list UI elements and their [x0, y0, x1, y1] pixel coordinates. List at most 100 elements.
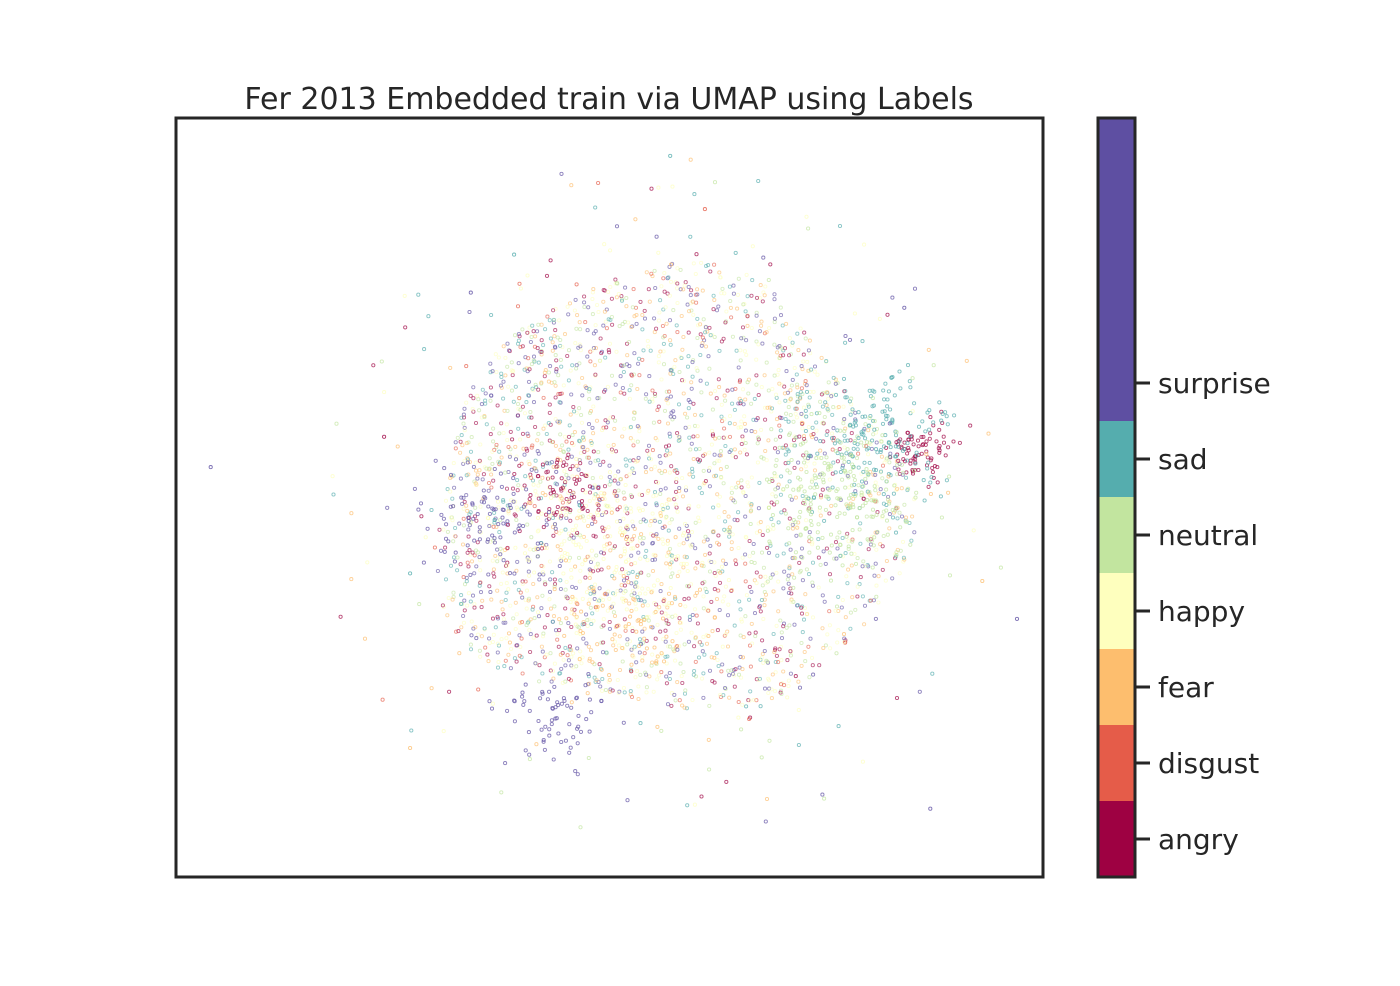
scatter-point-fear — [729, 588, 734, 593]
scatter-point-happy — [631, 654, 636, 659]
scatter-point-angry — [908, 461, 913, 466]
scatter-point-surprise — [823, 561, 828, 566]
scatter-point-angry — [568, 488, 573, 494]
scatter-point-neutral — [695, 335, 700, 341]
scatter-point-happy — [631, 546, 636, 551]
scatter-point-fear — [592, 363, 597, 368]
scatter-point-happy — [561, 383, 566, 388]
scatter-point-fear — [650, 660, 655, 665]
scatter-point-surprise — [526, 569, 531, 574]
scatter-point-neutral — [809, 522, 814, 528]
scatter-point-happy — [634, 607, 639, 612]
scatter-point-surprise — [643, 502, 648, 507]
scatter-point-happy — [580, 596, 585, 601]
scatter-point-happy — [594, 565, 599, 570]
scatter-point-sad — [732, 407, 737, 412]
scatter-point-fear — [766, 438, 771, 443]
scatter-point-happy — [764, 458, 769, 463]
scatter-point-neutral — [638, 519, 643, 525]
scatter-point-sad — [815, 451, 820, 456]
scatter-point-happy — [877, 316, 882, 321]
scatter-point-happy — [694, 366, 699, 371]
scatter-point-happy — [561, 657, 566, 662]
scatter-point-surprise — [738, 654, 743, 659]
scatter-point-fear — [700, 288, 705, 293]
scatter-point-angry — [858, 575, 863, 580]
scatter-point-neutral — [546, 370, 551, 375]
scatter-point-angry — [756, 437, 761, 442]
scatter-point-happy — [836, 628, 841, 633]
scatter-point-neutral — [417, 602, 422, 607]
scatter-point-sad — [798, 395, 803, 400]
scatter-point-sad — [781, 551, 786, 556]
scatter-point-happy — [616, 690, 621, 696]
scatter-point-happy — [663, 515, 668, 520]
scatter-point-fear — [678, 602, 683, 607]
scatter-point-neutral — [835, 535, 840, 540]
scatter-point-surprise — [521, 523, 526, 529]
scatter-point-happy — [661, 637, 666, 642]
scatter-point-fear — [660, 616, 666, 621]
scatter-point-happy — [666, 603, 671, 608]
scatter-point-angry — [566, 452, 571, 457]
scatter-point-happy — [584, 538, 589, 544]
scatter-point-sad — [600, 676, 605, 682]
colorbar-label-neutral: neutral — [1158, 519, 1258, 552]
scatter-point-sad — [558, 671, 563, 676]
scatter-point-neutral — [532, 616, 537, 621]
scatter-point-neutral — [832, 556, 837, 561]
scatter-point-neutral — [587, 410, 593, 415]
scatter-point-happy — [612, 570, 617, 575]
scatter-point-sad — [702, 652, 707, 657]
scatter-point-happy — [486, 516, 491, 521]
scatter-point-neutral — [854, 456, 860, 461]
scatter-point-angry — [510, 373, 515, 378]
scatter-point-angry — [607, 619, 612, 625]
scatter-point-neutral — [588, 605, 593, 610]
scatter-point-surprise — [536, 614, 542, 619]
scatter-point-happy — [668, 565, 673, 570]
scatter-point-sad — [497, 530, 502, 535]
scatter-point-neutral — [515, 401, 521, 407]
scatter-point-neutral — [842, 511, 847, 516]
scatter-point-surprise — [466, 515, 471, 520]
scatter-point-fear — [692, 412, 698, 417]
scatter-point-surprise — [537, 572, 542, 577]
scatter-point-neutral — [576, 555, 582, 560]
scatter-point-surprise — [574, 363, 579, 368]
scatter-point-angry — [797, 560, 802, 565]
scatter-point-surprise — [385, 505, 390, 510]
scatter-point-surprise — [433, 458, 438, 463]
scatter-point-surprise — [779, 416, 784, 421]
scatter-point-surprise — [588, 460, 593, 465]
scatter-point-angry — [788, 649, 793, 654]
scatter-point-disgust — [733, 558, 738, 563]
scatter-point-surprise — [575, 772, 580, 777]
scatter-point-angry — [544, 470, 549, 475]
scatter-point-surprise — [739, 336, 744, 341]
scatter-point-happy — [524, 588, 530, 593]
scatter-point-sad — [526, 393, 531, 398]
scatter-point-happy — [685, 535, 690, 540]
scatter-point-fear — [506, 631, 512, 636]
scatter-point-angry — [528, 472, 533, 477]
scatter-point-neutral — [871, 432, 876, 437]
scatter-point-surprise — [723, 561, 728, 566]
scatter-point-neutral — [451, 539, 456, 544]
scatter-point-disgust — [747, 643, 753, 648]
scatter-point-sad — [795, 603, 800, 608]
scatter-point-sad — [840, 535, 845, 541]
scatter-point-disgust — [530, 443, 535, 448]
scatter-point-surprise — [717, 607, 722, 613]
scatter-point-neutral — [574, 366, 579, 371]
scatter-point-neutral — [885, 532, 890, 537]
scatter-point-happy — [681, 531, 687, 536]
scatter-point-surprise — [840, 463, 845, 468]
scatter-point-fear — [349, 577, 354, 582]
scatter-point-surprise — [418, 501, 424, 506]
scatter-point-happy — [464, 400, 469, 405]
scatter-point-surprise — [685, 537, 690, 542]
scatter-point-happy — [789, 599, 794, 604]
scatter-point-happy — [589, 442, 594, 447]
scatter-point-fear — [964, 358, 969, 363]
